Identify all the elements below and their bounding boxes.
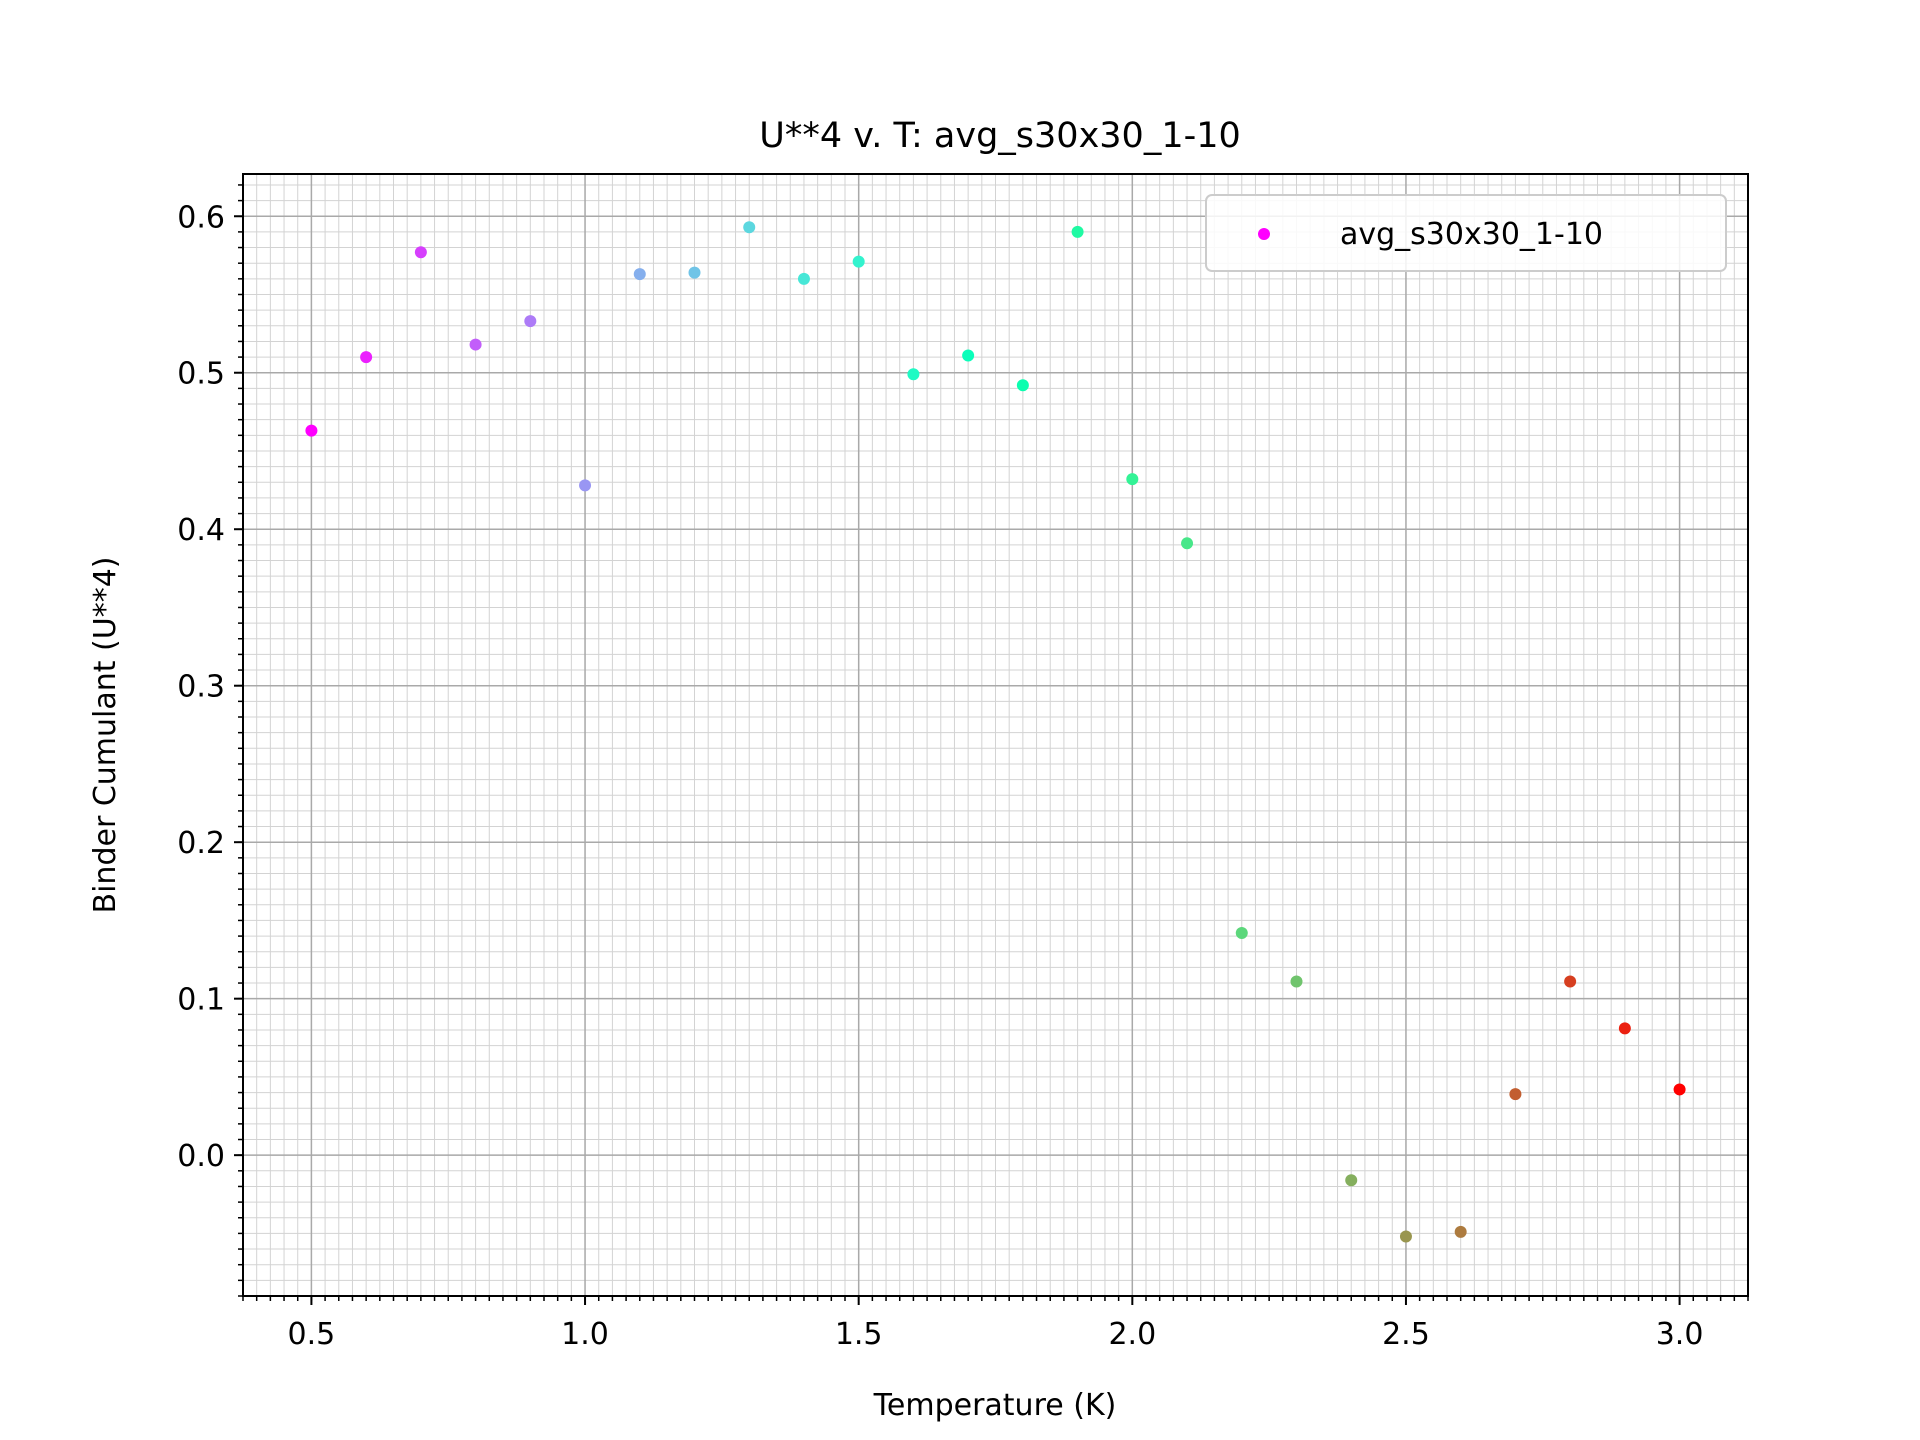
data-point xyxy=(907,368,920,381)
x-tick-label: 2.5 xyxy=(1382,1317,1430,1352)
x-tick-label: 3.0 xyxy=(1656,1317,1704,1352)
legend-label: avg_s30x30_1-10 xyxy=(1340,217,1603,252)
data-point xyxy=(1071,225,1084,238)
y-tick-label: 0.1 xyxy=(177,983,225,1018)
data-point xyxy=(1399,1230,1412,1243)
legend-box xyxy=(1205,194,1727,272)
data-point xyxy=(852,255,865,268)
data-points xyxy=(305,221,1686,1243)
y-tick-label: 0.5 xyxy=(177,357,225,392)
data-point xyxy=(962,349,975,362)
y-tick-label: 0.2 xyxy=(177,826,225,861)
x-tick-label: 1.5 xyxy=(835,1317,883,1352)
data-point xyxy=(360,351,373,364)
data-point xyxy=(414,246,427,259)
data-point xyxy=(1235,926,1248,939)
data-point xyxy=(305,424,318,437)
data-point xyxy=(633,268,646,281)
x-tick-label: 1.0 xyxy=(561,1317,609,1352)
x-axis: 0.5 1.0 1.5 2.0 2.5 3.0 xyxy=(242,1296,1749,1352)
data-point xyxy=(469,338,482,351)
y-tick-label: 0.4 xyxy=(177,513,225,548)
y-tick-label: 0.0 xyxy=(177,1139,225,1174)
x-tick-label: 0.5 xyxy=(288,1317,336,1352)
x-axis-label: Temperature (K) xyxy=(873,1388,1117,1423)
data-point xyxy=(743,221,756,234)
y-axis: 0.0 0.1 0.2 0.3 0.4 0.5 0.6 xyxy=(177,184,243,1297)
data-point xyxy=(1673,1083,1686,1096)
legend-marker xyxy=(1258,228,1270,240)
data-point xyxy=(1181,537,1194,550)
data-point xyxy=(524,315,537,328)
chart-title: U**4 v. T: avg_s30x30_1-10 xyxy=(759,116,1241,156)
data-point xyxy=(797,272,810,285)
plot-area xyxy=(242,173,1749,1297)
data-point xyxy=(1618,1022,1631,1035)
data-point xyxy=(1345,1174,1358,1187)
data-point xyxy=(1454,1225,1467,1238)
y-axis-label: Binder Cumulant (U**4) xyxy=(88,557,123,914)
major-grid xyxy=(243,174,1748,1296)
data-point xyxy=(579,479,592,492)
y-tick-label: 0.6 xyxy=(177,200,225,235)
minor-grid xyxy=(242,174,1749,1297)
data-point xyxy=(1509,1088,1522,1101)
legend: avg_s30x30_1-10 xyxy=(1205,194,1727,272)
y-tick-label: 0.3 xyxy=(177,670,225,705)
data-point xyxy=(1016,379,1029,392)
x-tick-label: 2.0 xyxy=(1108,1317,1156,1352)
data-point xyxy=(688,266,701,279)
data-point xyxy=(1290,975,1303,988)
data-point xyxy=(1564,975,1577,988)
data-point xyxy=(1126,473,1139,486)
